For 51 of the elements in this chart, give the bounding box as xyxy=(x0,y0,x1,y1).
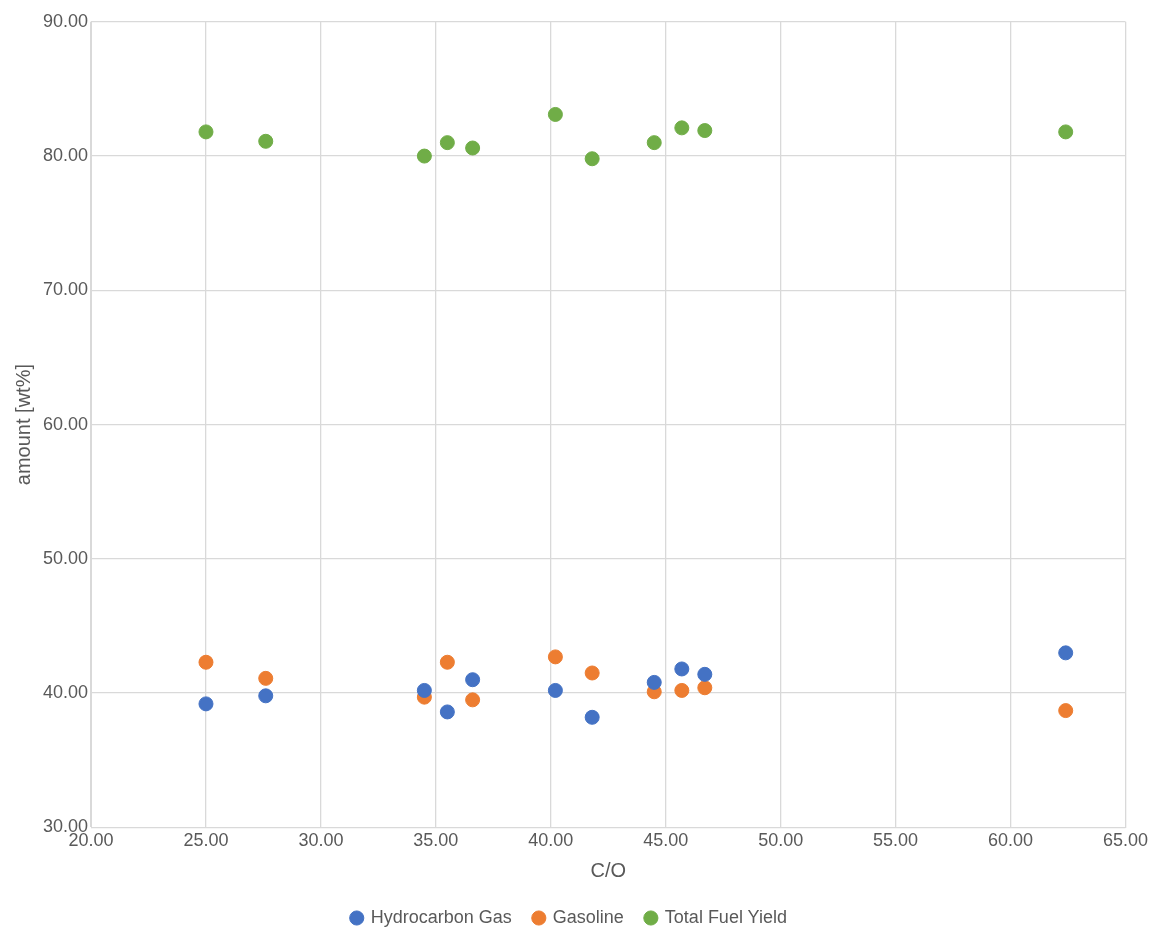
legend-label: Hydrocarbon Gas xyxy=(370,906,512,927)
point xyxy=(697,666,713,682)
y-tick-label: 40.00 xyxy=(43,682,89,703)
point xyxy=(465,140,481,156)
x-tick-label: 40.00 xyxy=(528,830,574,851)
point xyxy=(439,704,455,720)
x-tick-label: 35.00 xyxy=(413,830,459,851)
point xyxy=(547,649,563,665)
point xyxy=(258,670,274,686)
x-tick-label: 55.00 xyxy=(873,830,919,851)
x-tick-label: 30.00 xyxy=(298,830,344,851)
point xyxy=(258,133,274,149)
point xyxy=(674,661,690,677)
point xyxy=(198,696,214,712)
y-tick-label: 70.00 xyxy=(43,279,89,300)
point xyxy=(1058,124,1074,140)
point xyxy=(646,674,662,690)
point xyxy=(465,692,481,708)
point xyxy=(439,654,455,670)
point xyxy=(584,151,600,167)
point xyxy=(416,148,432,164)
point xyxy=(697,123,713,139)
x-axis-title: C/O xyxy=(590,858,627,881)
x-tick-label: 25.00 xyxy=(183,830,229,851)
point xyxy=(547,682,563,698)
y-tick-label: 80.00 xyxy=(43,145,89,166)
point xyxy=(674,120,690,136)
point xyxy=(584,709,600,725)
point xyxy=(547,106,563,122)
point xyxy=(1058,645,1074,661)
point xyxy=(1058,703,1074,719)
point xyxy=(674,682,690,698)
point xyxy=(198,654,214,670)
x-tick-label: 50.00 xyxy=(758,830,804,851)
y-tick-label: 50.00 xyxy=(43,547,89,568)
y-tick-label: 90.00 xyxy=(43,10,89,31)
y-axis-title: amount [wt%] xyxy=(11,364,34,486)
point xyxy=(258,688,274,704)
y-tick-label: 60.00 xyxy=(43,413,89,434)
point xyxy=(198,124,214,140)
x-tick-label: 65.00 xyxy=(1102,830,1148,851)
x-tick-label: 45.00 xyxy=(643,830,689,851)
point xyxy=(697,680,713,696)
point xyxy=(439,135,455,151)
point xyxy=(465,672,481,688)
x-tick-label: 60.00 xyxy=(988,830,1034,851)
legend-label: Total Fuel Yield xyxy=(664,906,787,927)
point xyxy=(584,665,600,681)
legend-label: Gasoline xyxy=(552,906,624,927)
point xyxy=(646,135,662,151)
point xyxy=(416,682,432,698)
